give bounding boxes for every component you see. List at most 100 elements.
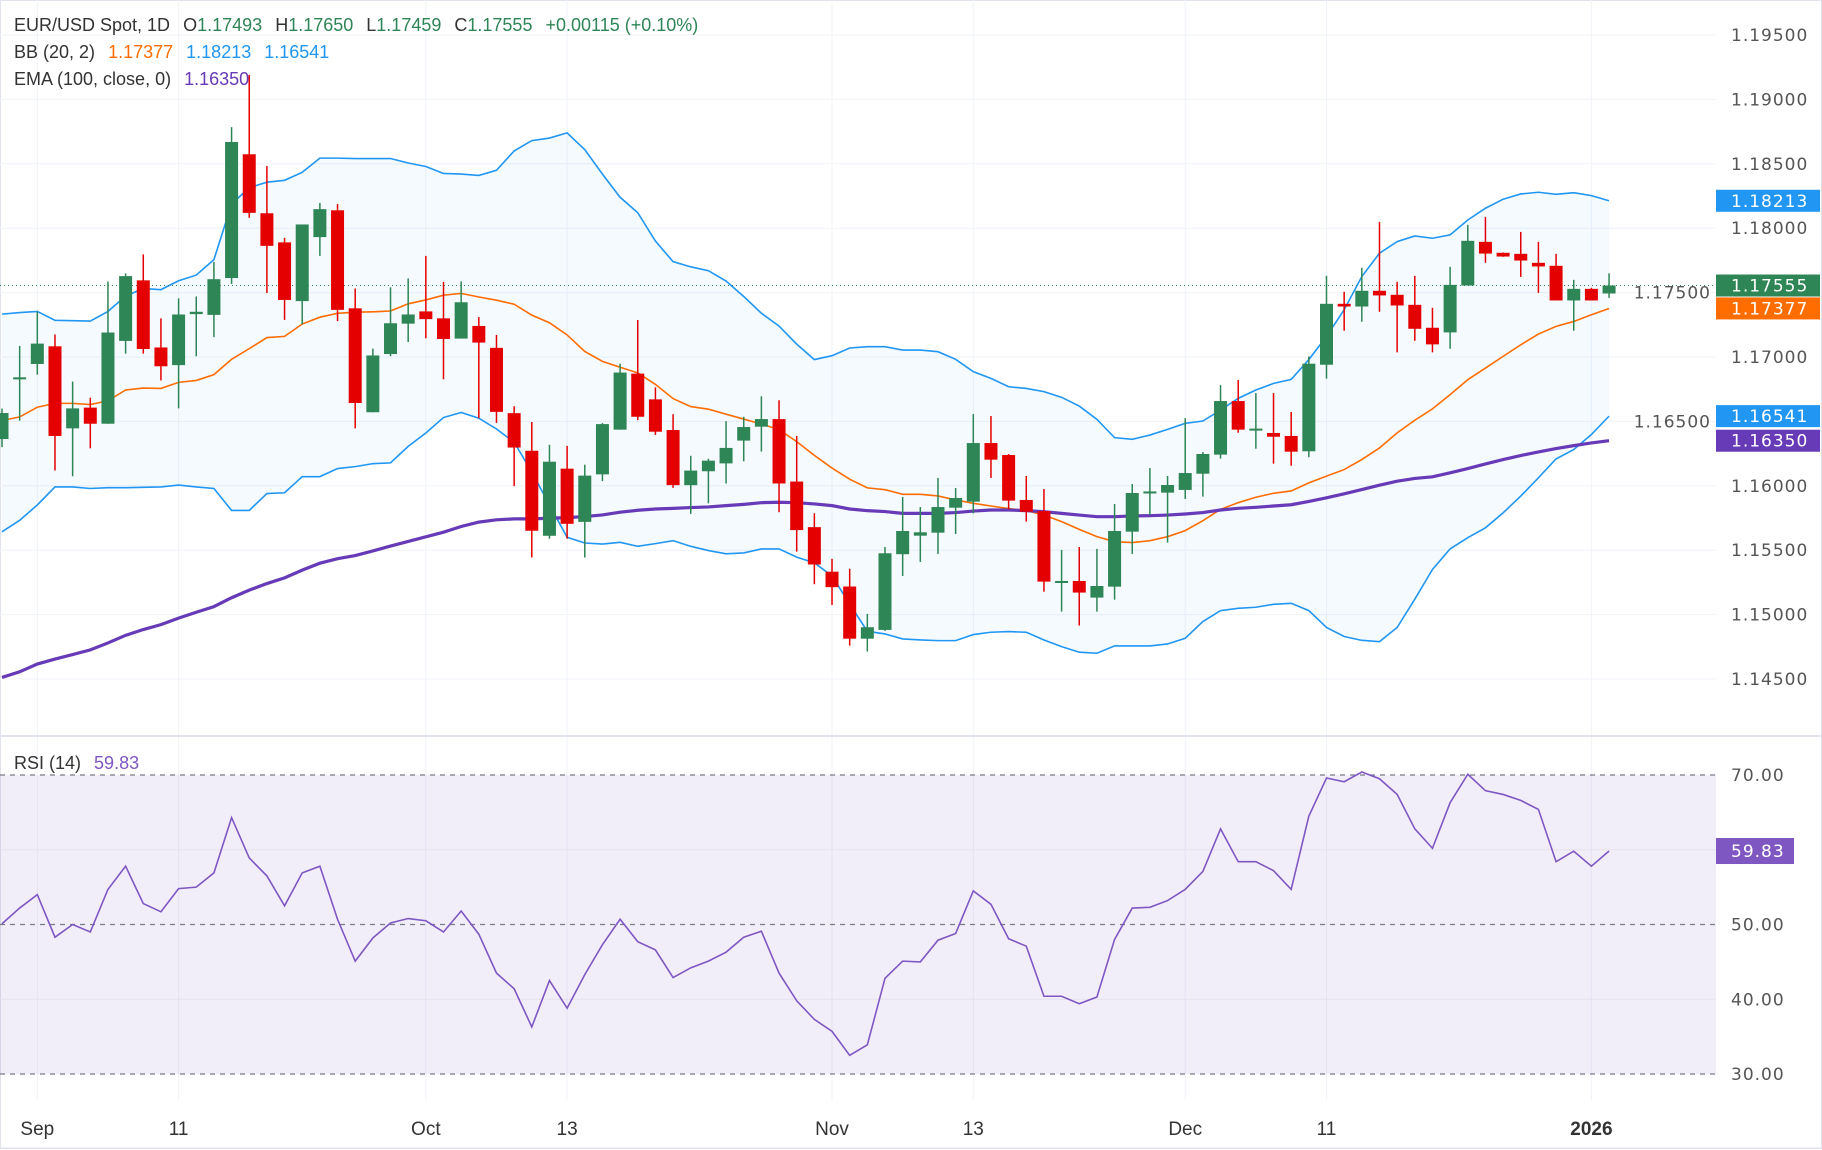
candle-body[interactable]: [1090, 586, 1104, 598]
candle-body[interactable]: [860, 627, 874, 639]
candle-body[interactable]: [1337, 303, 1351, 307]
candle-body[interactable]: [242, 154, 256, 213]
candle-body[interactable]: [931, 507, 945, 533]
candle-body[interactable]: [684, 470, 698, 486]
candle-body[interactable]: [1355, 290, 1369, 307]
candle-body[interactable]: [825, 571, 839, 588]
candle-body[interactable]: [1496, 252, 1510, 257]
candle-body[interactable]: [278, 242, 292, 300]
candle-body[interactable]: [1549, 265, 1563, 301]
candle-body[interactable]: [1478, 241, 1492, 254]
ema-label[interactable]: EMA (100, close, 0): [14, 69, 172, 89]
candle-body[interactable]: [1055, 580, 1069, 583]
candle-body[interactable]: [119, 276, 133, 341]
candle-body[interactable]: [1161, 485, 1175, 493]
candle-body[interactable]: [1284, 435, 1298, 452]
candle-body[interactable]: [772, 419, 786, 484]
candle-body[interactable]: [896, 531, 910, 555]
candle-body[interactable]: [1320, 303, 1333, 365]
candle-body[interactable]: [913, 532, 927, 536]
candle-body[interactable]: [878, 553, 892, 630]
candle-body[interactable]: [737, 427, 751, 441]
candle-body[interactable]: [295, 224, 309, 302]
candle-body[interactable]: [1214, 401, 1228, 455]
candle-body[interactable]: [754, 419, 768, 427]
candle-body[interactable]: [1143, 491, 1157, 494]
date-tick-label: Dec: [1168, 1119, 1202, 1140]
candle-body[interactable]: [260, 213, 274, 246]
candle-body[interactable]: [542, 461, 556, 536]
candle-body[interactable]: [437, 318, 450, 339]
candle-body[interactable]: [1514, 253, 1528, 261]
candle-body[interactable]: [701, 460, 715, 472]
candle-body[interactable]: [1108, 531, 1122, 587]
candle-body[interactable]: [1178, 473, 1192, 490]
candle-body[interactable]: [489, 347, 503, 412]
candle-body[interactable]: [225, 142, 239, 279]
candle-body[interactable]: [1125, 493, 1139, 532]
candle-body[interactable]: [1390, 294, 1404, 306]
candle-body[interactable]: [30, 343, 44, 364]
candle-body[interactable]: [719, 447, 733, 464]
candle-body[interactable]: [1584, 288, 1598, 301]
candle-body[interactable]: [66, 408, 80, 429]
candle-body[interactable]: [560, 468, 574, 524]
candle-body[interactable]: [966, 443, 980, 502]
candle-body[interactable]: [384, 323, 398, 355]
candle-body[interactable]: [1231, 401, 1245, 430]
rsi-band-fill: [0, 775, 1716, 1074]
symbol-title[interactable]: EUR/USD Spot, 1D: [14, 15, 171, 35]
candle-body[interactable]: [807, 527, 821, 565]
candle-body[interactable]: [578, 475, 592, 522]
candle-body[interactable]: [348, 308, 362, 403]
candle-body[interactable]: [154, 347, 168, 367]
candle-body[interactable]: [1002, 455, 1016, 501]
candle-body[interactable]: [13, 377, 27, 380]
bb-label[interactable]: BB (20, 2): [14, 42, 96, 62]
candle-body[interactable]: [472, 325, 486, 343]
candle-body[interactable]: [101, 332, 115, 424]
candle-body[interactable]: [454, 302, 468, 339]
candle-body[interactable]: [984, 443, 998, 460]
candle-body[interactable]: [401, 314, 415, 324]
candle-body[interactable]: [1602, 285, 1616, 294]
candle-body[interactable]: [172, 314, 186, 366]
candle-body[interactable]: [136, 280, 150, 350]
candle-body[interactable]: [1425, 327, 1439, 345]
candle-body[interactable]: [1372, 290, 1386, 296]
candle-body[interactable]: [1267, 432, 1281, 437]
candle-body[interactable]: [0, 413, 9, 440]
candle-body[interactable]: [1302, 363, 1316, 452]
candle-body[interactable]: [1037, 511, 1051, 582]
candle-body[interactable]: [366, 355, 380, 413]
candle-body[interactable]: [1531, 262, 1545, 267]
candle-body[interactable]: [525, 450, 539, 531]
candle-body[interactable]: [83, 407, 97, 424]
candle-body[interactable]: [1408, 304, 1422, 329]
candle-body[interactable]: [331, 210, 345, 310]
candle-body[interactable]: [595, 424, 609, 475]
candle-body[interactable]: [189, 311, 203, 315]
candle-body[interactable]: [631, 373, 645, 417]
candle-body[interactable]: [1249, 428, 1263, 431]
candle-body[interactable]: [419, 311, 433, 320]
candle-body[interactable]: [790, 481, 804, 531]
candle-body[interactable]: [48, 346, 62, 436]
candle-body[interactable]: [507, 413, 521, 448]
candle-body[interactable]: [843, 586, 857, 639]
candle-body[interactable]: [1019, 499, 1033, 512]
candle-body[interactable]: [949, 498, 963, 508]
candle-body[interactable]: [1567, 288, 1581, 301]
candle-body[interactable]: [207, 279, 221, 315]
candle-body[interactable]: [313, 209, 327, 238]
candle-body[interactable]: [648, 399, 662, 432]
rsi-label[interactable]: RSI (14): [14, 753, 82, 773]
candle-body[interactable]: [1196, 453, 1210, 474]
candle-body[interactable]: [1443, 284, 1457, 333]
candle-body[interactable]: [1461, 240, 1475, 286]
candle-body[interactable]: [1072, 580, 1086, 593]
candle-body[interactable]: [666, 430, 680, 486]
candle-body[interactable]: [613, 372, 627, 430]
